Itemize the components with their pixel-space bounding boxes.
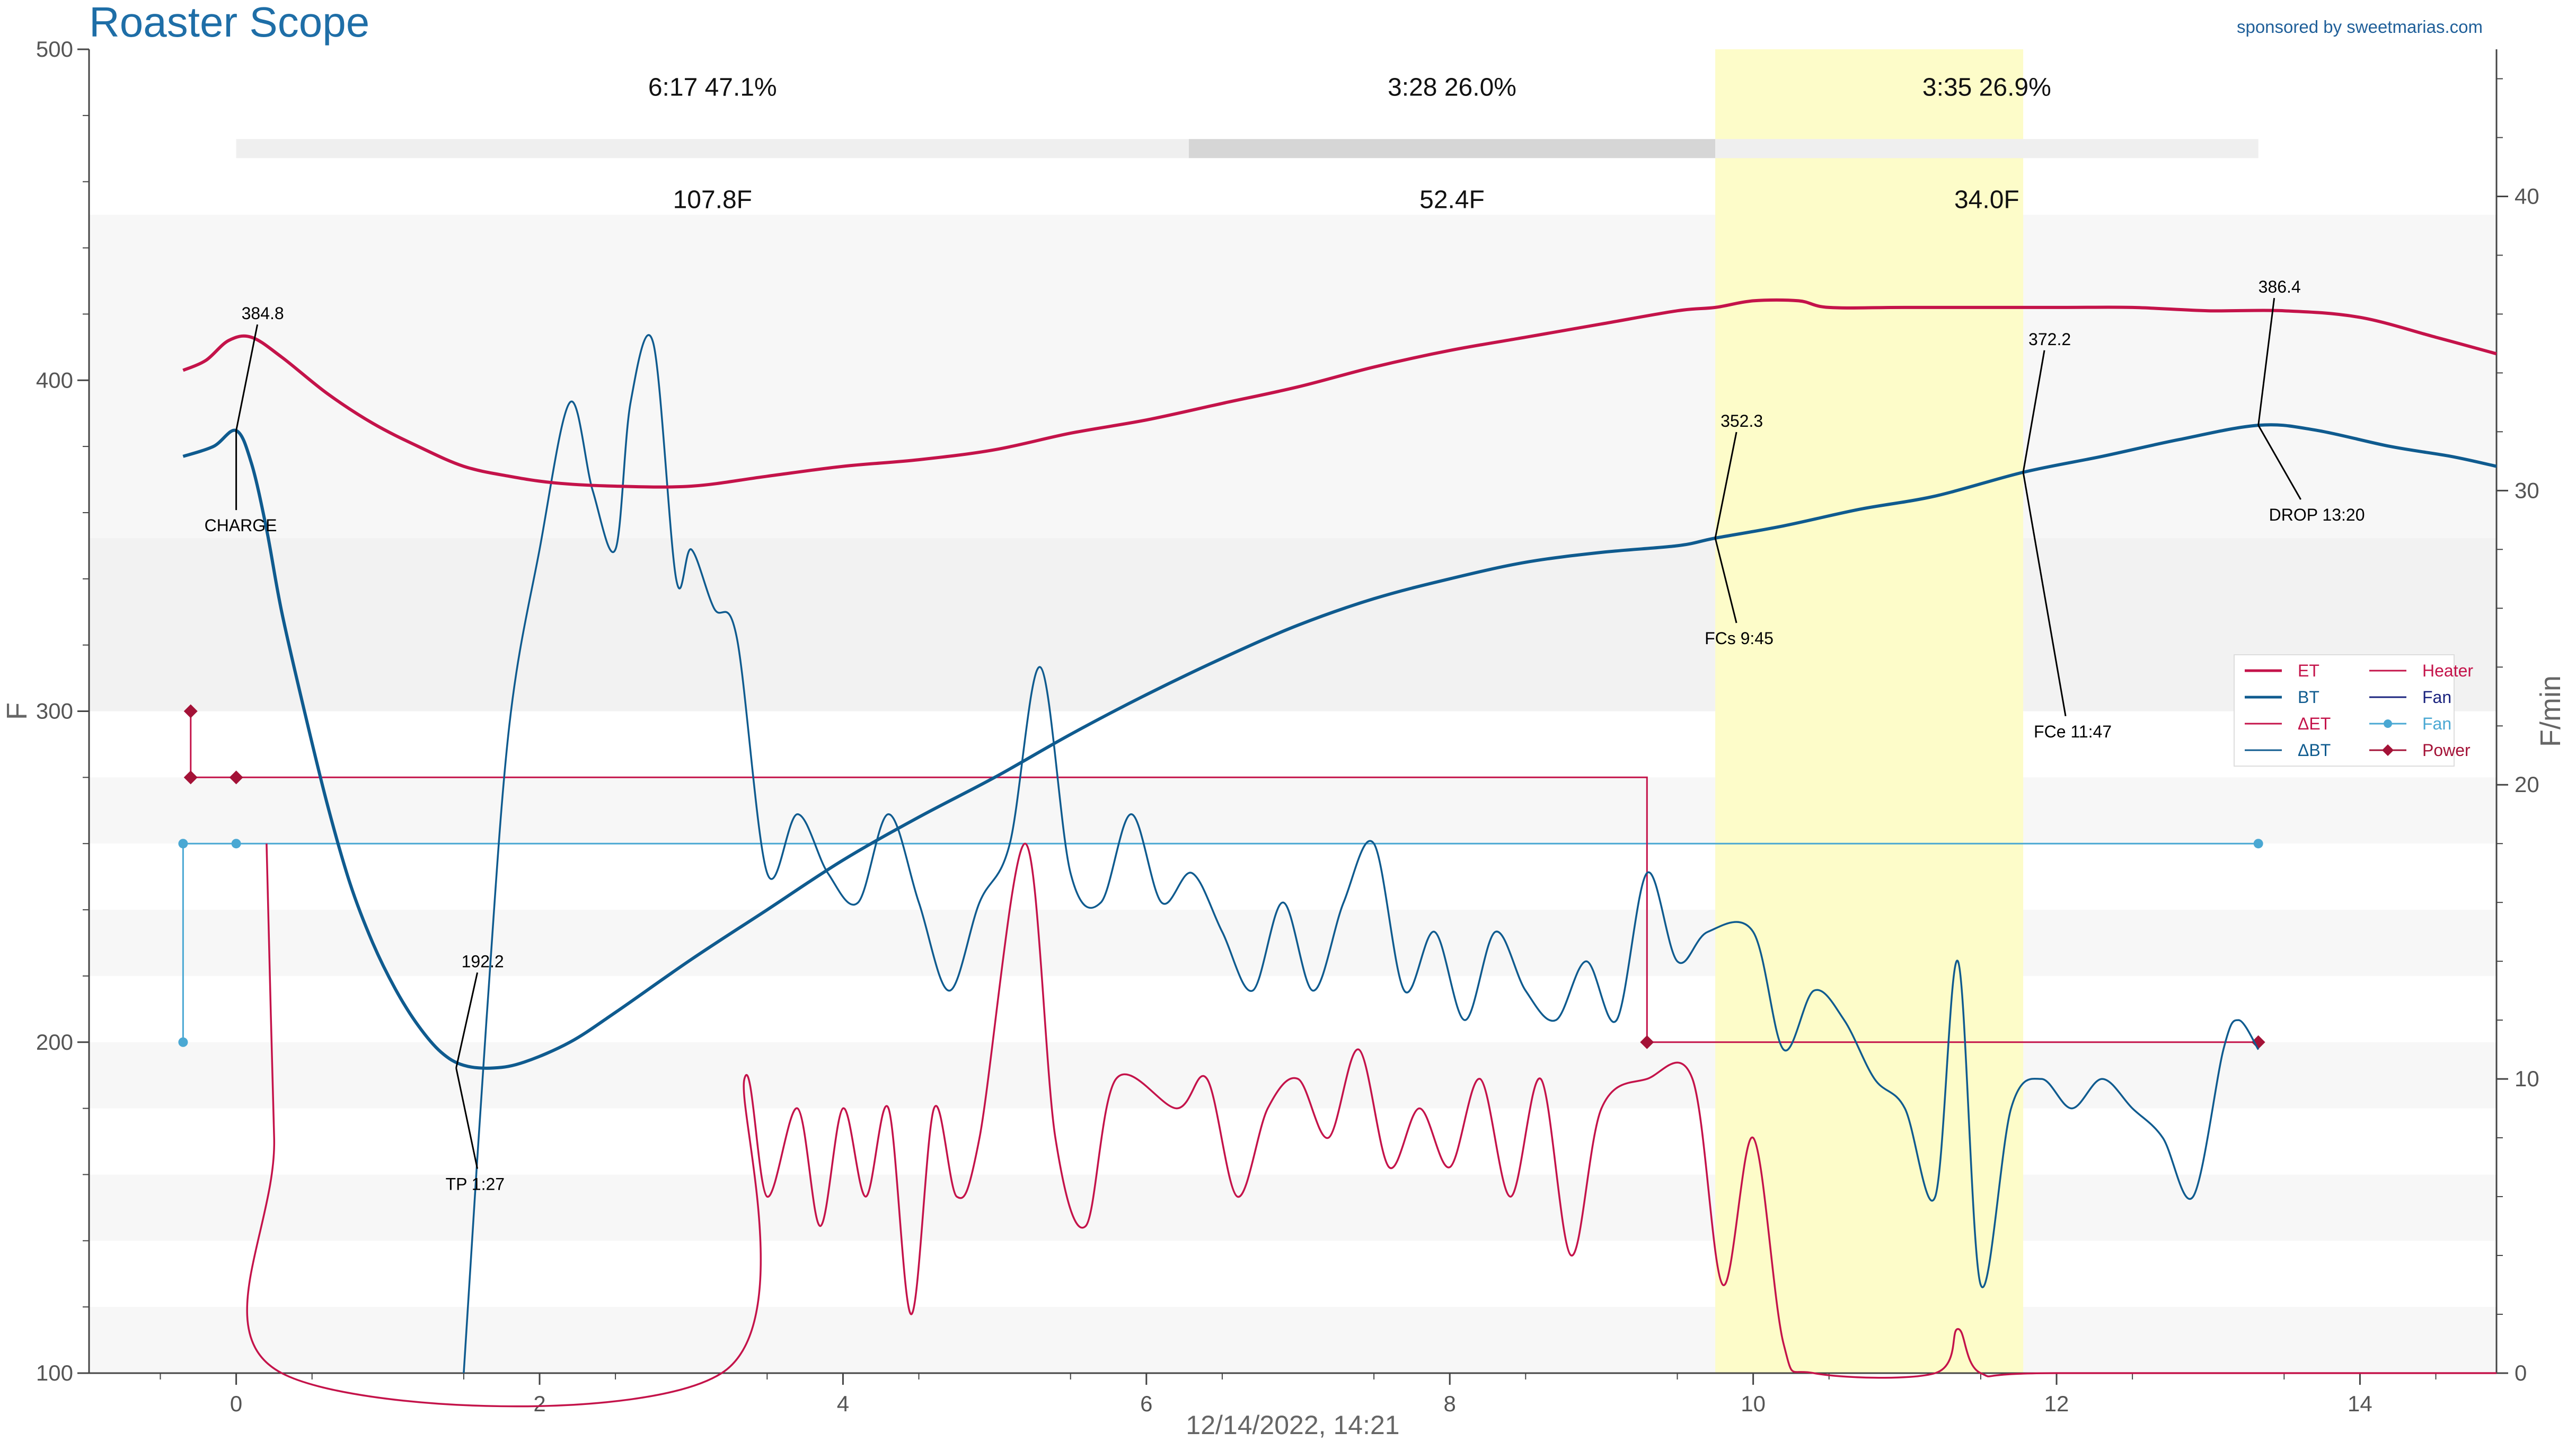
y2-tick-label: 30 — [2515, 478, 2539, 503]
event-leader — [455, 972, 479, 1068]
x-axis-label: 12/14/2022, 14:21 — [1186, 1410, 1399, 1440]
band — [89, 1042, 2496, 1109]
band — [89, 1307, 2496, 1373]
legend-label: Heater — [2422, 661, 2473, 680]
power-marker — [183, 770, 198, 785]
phase-delta-label: 34.0F — [1954, 186, 2019, 214]
y-tick-label: 200 — [36, 1030, 73, 1054]
fan-marker — [231, 839, 241, 849]
fan-marker — [2253, 839, 2263, 849]
x-tick-label: 0 — [230, 1391, 242, 1416]
delta-et-line — [246, 842, 2496, 1408]
fan-marker — [178, 839, 188, 849]
event-value: 372.2 — [2028, 330, 2071, 349]
event-label: CHARGE — [205, 516, 277, 535]
background-bands — [89, 215, 2496, 1373]
event-value: 192.2 — [462, 952, 504, 971]
sponsor-link[interactable]: sponsored by sweetmarias.com — [2236, 17, 2483, 37]
event-label: FCe 11:47 — [2034, 722, 2112, 741]
power-marker — [183, 704, 198, 718]
x-tick-label: 12 — [2044, 1391, 2069, 1416]
y2-tick-label: 10 — [2515, 1066, 2539, 1091]
legend-label: Fan — [2422, 714, 2451, 733]
event-leader — [235, 324, 259, 431]
legend-marker — [2384, 719, 2392, 728]
event-leader — [2257, 425, 2301, 500]
phase-time-label: 3:28 26.0% — [1388, 73, 1516, 101]
highlight-region — [1715, 49, 2024, 1373]
phase-bar-segment — [236, 139, 1189, 159]
fan-marker — [178, 1037, 188, 1047]
phase-bar-segment — [1715, 139, 2259, 159]
et-line — [182, 298, 2497, 489]
event-leader — [2022, 350, 2045, 473]
event-label: FCs 9:45 — [1705, 629, 1774, 648]
y-tick-label: 400 — [36, 367, 73, 392]
y-axis-label: F — [1, 702, 33, 720]
legend-label: ΔET — [2298, 714, 2331, 733]
event-leader — [2022, 472, 2067, 717]
event-label: TP 1:27 — [446, 1174, 505, 1193]
phase-time-label: 6:17 47.1% — [648, 73, 777, 101]
event-leader — [455, 1068, 479, 1169]
phase-bar: 6:17 47.1% 107.8F 3:28 26.0% 52.4F 3:35 26.9… — [236, 73, 2259, 214]
band — [89, 1174, 2496, 1241]
event-value: 386.4 — [2259, 277, 2301, 296]
event-label: DROP 13:20 — [2269, 505, 2365, 524]
delta-bt-line — [463, 334, 2260, 1374]
phase-delta-label: 52.4F — [1419, 186, 1485, 214]
legend-marker — [2382, 744, 2394, 756]
y-tick-label: 100 — [36, 1360, 73, 1385]
phase-delta-label: 107.8F — [673, 186, 752, 214]
event-value: 384.8 — [242, 304, 284, 323]
band — [89, 777, 2496, 844]
x-tick-label: 8 — [1444, 1391, 1456, 1416]
event-value: 352.3 — [1721, 411, 1763, 430]
x-tick-label: 4 — [837, 1391, 849, 1416]
event-leader — [1714, 538, 1737, 623]
y2-tick-label: 20 — [2515, 772, 2539, 797]
fan-line — [182, 842, 2259, 1042]
legend-label: Power — [2422, 741, 2471, 760]
y2-tick-label: 0 — [2515, 1360, 2527, 1385]
legend-label: ET — [2298, 661, 2319, 680]
power-marker — [229, 770, 243, 785]
power-marker — [1640, 1035, 1654, 1049]
band — [89, 215, 2496, 546]
x-tick-label: 2 — [533, 1391, 545, 1416]
y-tick-label: 300 — [36, 699, 73, 724]
phase-time-label: 3:35 26.9% — [1922, 73, 2051, 101]
first-crack-highlight — [1715, 49, 2024, 1373]
band — [89, 910, 2496, 976]
axes: 0 2 4 6 8 10 12 14 100 200 300 400 500 0 10 20 30 40 12/14… — [1, 37, 2566, 1440]
power-marker — [2251, 1035, 2265, 1049]
event-annotations: 384.8 CHARGE 192.2 TP 1:27 352.3 FCs 9:45 372.… — [205, 277, 2365, 1193]
legend-label: Fan — [2422, 688, 2451, 707]
x-tick-label: 10 — [1741, 1391, 1766, 1416]
event-leader — [2257, 297, 2275, 426]
legend-label: ΔBT — [2298, 741, 2331, 760]
phase-bar-segment — [1188, 139, 1716, 159]
x-tick-label: 14 — [2348, 1391, 2372, 1416]
legend-label: BT — [2298, 688, 2319, 707]
heater-line — [190, 711, 2259, 1043]
series-lines — [178, 298, 2497, 1408]
app-title: Roaster Scope — [89, 0, 370, 46]
y2-tick-label: 40 — [2515, 183, 2539, 208]
y-tick-label: 500 — [36, 37, 73, 61]
event-leader — [1714, 432, 1737, 539]
band — [89, 538, 2496, 711]
legend-box — [2234, 654, 2455, 767]
y2-axis-label: F/min — [2535, 675, 2566, 747]
x-tick-label: 6 — [1140, 1391, 1152, 1416]
legend: ET BT ΔET ΔBT Heater Fan Fan Power — [2234, 654, 2473, 767]
